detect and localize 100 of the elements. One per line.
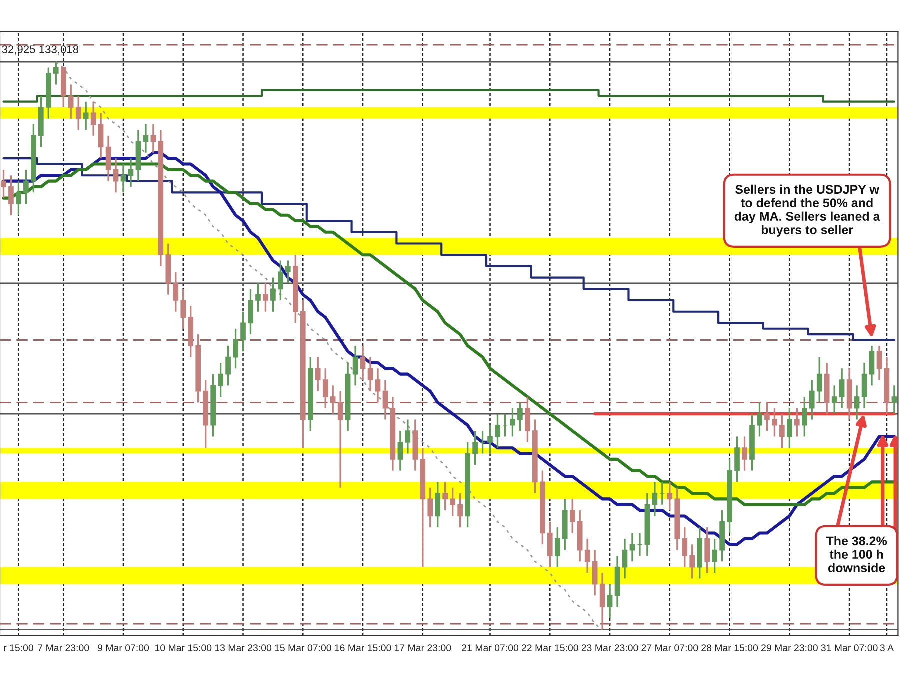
candlestick [809, 379, 815, 421]
candlestick [862, 362, 868, 410]
candlestick [16, 180, 22, 216]
candlestick [256, 282, 261, 313]
candlestick [24, 169, 29, 205]
candlestick [120, 163, 126, 194]
candlestick [352, 345, 358, 386]
candlestick [83, 100, 89, 132]
candlestick [150, 124, 156, 154]
x-tick-label: 15 Mar 07:00 [275, 644, 332, 652]
candlestick [233, 328, 238, 370]
candlestick [143, 124, 149, 154]
candlestick [630, 532, 636, 562]
candlestick [584, 538, 590, 574]
candlestick [375, 368, 381, 404]
x-tick-label: 27 Mar 07:00 [642, 644, 698, 652]
candlestick [794, 408, 800, 438]
x-tick-label: 9 Mar 07:00 [98, 644, 150, 652]
candlestick [360, 345, 366, 381]
x-tick-label: 10 Mar 15:00 [155, 644, 212, 652]
x-tick-label: 31 Mar 07:00 [821, 644, 878, 652]
candlestick [435, 481, 441, 528]
candlestick [90, 100, 96, 137]
candlestick [554, 526, 560, 568]
annotation: Sellers in the USDJPY w to defend the 50% and day MA. Sellers leaned a buyers to seller [734, 184, 880, 237]
candlestick [600, 572, 606, 631]
candlestick [742, 436, 748, 472]
candlestick [780, 413, 785, 449]
candlestick [405, 418, 411, 455]
candlestick [495, 413, 500, 449]
x-tick-label: 16 Mar 15:00 [335, 644, 392, 652]
candlestick [652, 481, 658, 518]
candlestick [218, 362, 224, 398]
candlestick [315, 356, 321, 392]
candlestick [286, 260, 291, 284]
candlestick [787, 408, 792, 449]
candlestick [802, 396, 808, 438]
candlestick [839, 368, 845, 410]
candlestick [368, 356, 374, 392]
candlestick [547, 521, 553, 568]
candlestick [690, 544, 696, 580]
x-tick-label: 17 Mar 23:00 [395, 644, 452, 652]
candlestick [382, 379, 388, 421]
candlestick [53, 61, 59, 86]
x-tick-label: 13 Mar 23:00 [215, 644, 272, 652]
candlestick [510, 408, 516, 438]
candlestick [682, 526, 688, 568]
candlestick [570, 498, 576, 534]
candlestick [113, 158, 119, 194]
candlestick [1, 169, 6, 200]
candlestick [869, 345, 875, 386]
x-tick-label: 7 Mar 23:00 [38, 644, 90, 652]
candlestick [667, 481, 673, 512]
x-tick-label: 28 Mar 15:00 [702, 644, 758, 652]
candlestick [622, 538, 628, 580]
annotation: The 38.2% the 100 h downside [826, 536, 888, 572]
candlestick [704, 526, 710, 574]
candlestick [226, 345, 231, 386]
candlestick [592, 549, 598, 597]
x-tick-label: r 15:00 [4, 644, 34, 652]
candlestick [518, 402, 523, 432]
candlestick [816, 356, 822, 404]
candlestick [712, 538, 718, 574]
candlestick [180, 288, 186, 330]
candlestick [892, 384, 898, 415]
candlestick [450, 487, 456, 518]
candlestick [263, 282, 268, 313]
x-tick-label: 23 Mar 23:00 [582, 644, 638, 652]
candlestick [525, 396, 530, 444]
candlestick [428, 487, 434, 528]
candlestick [248, 288, 254, 336]
candlestick [442, 481, 448, 512]
x-tick-label: 29 Mar 23:00 [762, 644, 818, 652]
candlestick [772, 408, 778, 438]
candlestick [106, 135, 112, 182]
candlestick [458, 492, 463, 528]
candlestick [607, 584, 613, 620]
x-tick-label: 21 Mar 07:00 [462, 644, 519, 652]
candlestick [734, 436, 740, 483]
candlestick [270, 276, 276, 313]
candlestick [876, 345, 882, 381]
candlestick [757, 402, 762, 438]
candlestick [472, 430, 478, 466]
candlestick [854, 384, 860, 421]
x-tick-label: 3 A [880, 644, 894, 652]
x-tick-label: 22 Mar 15:00 [522, 644, 578, 652]
candlestick [8, 174, 14, 216]
candlestick [338, 390, 344, 489]
text: 32,925 133,018 [2, 46, 79, 55]
candlestick [98, 112, 104, 160]
candlestick [322, 368, 328, 410]
candlestick [128, 158, 134, 188]
candlestick [398, 430, 404, 472]
candlestick [76, 95, 82, 132]
candlestick [832, 384, 838, 415]
candlestick [173, 271, 179, 313]
candlestick [488, 424, 493, 455]
candlestick [278, 260, 284, 302]
candlestick [330, 384, 336, 415]
candlestick [68, 84, 74, 120]
